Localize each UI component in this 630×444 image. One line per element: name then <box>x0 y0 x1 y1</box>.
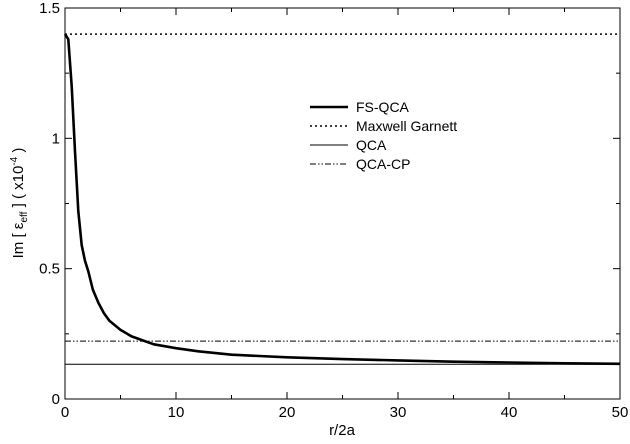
y-axis-title-suffix: ) <box>10 148 27 157</box>
y-axis-title-middle: ] ( x10 <box>10 166 27 212</box>
y-axis-title-subscript: eff <box>19 211 30 222</box>
series-group <box>63 33 621 366</box>
x-tick-label: 10 <box>168 404 185 421</box>
x-tick-label: 40 <box>501 404 518 421</box>
y-tick-label: 0 <box>52 391 60 408</box>
legend-label-qca: QCA <box>356 137 387 153</box>
y-axis-title-prefix: Im [ ε <box>10 222 27 258</box>
y-tick-label: 0.5 <box>39 261 60 278</box>
x-tick-label: 20 <box>279 404 296 421</box>
axis-ticks: 0 10 20 30 40 50 0 0.5 1 1.5 <box>39 0 628 421</box>
x-axis-title: r/2a <box>329 422 356 439</box>
x-tick-label: 30 <box>390 404 407 421</box>
legend-label-maxwell-garnett: Maxwell Garnett <box>356 118 457 134</box>
x-tick-label: 0 <box>61 404 69 421</box>
legend: FS-QCA Maxwell Garnett QCA QCA-CP <box>310 99 457 172</box>
plot-frame <box>64 7 621 400</box>
legend-label-qca-cp: QCA-CP <box>356 156 410 172</box>
y-tick-label: 1.5 <box>39 0 60 17</box>
x-tick-label: 50 <box>612 404 629 421</box>
y-axis-title-superscript: -4 <box>9 156 20 165</box>
y-tick-label: 1 <box>52 130 60 147</box>
series-line-fs-qca <box>63 33 621 366</box>
legend-label-fs-qca: FS-QCA <box>356 99 410 115</box>
y-axis-title: Im [ εeff ] ( x10-4 ) <box>9 148 30 259</box>
